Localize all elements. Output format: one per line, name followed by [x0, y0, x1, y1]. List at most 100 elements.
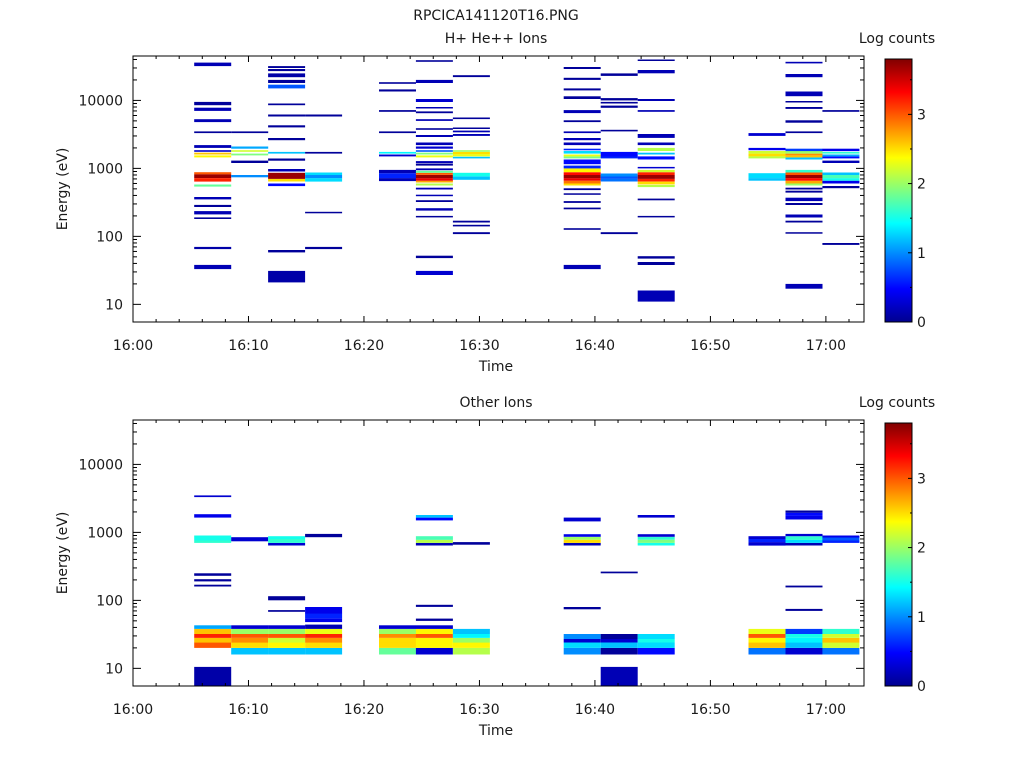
heatmap-cell [415, 628, 453, 634]
heatmap-cell [231, 625, 269, 629]
heatmap-cell [194, 246, 232, 250]
heatmap-cell [637, 147, 675, 151]
heatmap-cell [268, 539, 306, 543]
heatmap-cell [194, 119, 232, 123]
heatmap-cell [637, 539, 675, 543]
heatmap-cell [268, 542, 306, 546]
heatmap-cell [785, 155, 823, 158]
x-tick-label: 16:50 [690, 338, 730, 354]
heatmap-cell [452, 642, 490, 648]
heatmap-cell [452, 634, 490, 638]
heatmap-cell [415, 150, 453, 152]
heatmap-cell [600, 176, 638, 179]
heatmap-cell [637, 262, 675, 265]
heatmap-cell [563, 88, 601, 91]
heatmap-cell [563, 183, 601, 186]
heatmap-cell [452, 628, 490, 634]
heatmap-cell [415, 128, 453, 130]
heatmap-cell [637, 198, 675, 201]
heatmap-cell [563, 264, 601, 270]
heatmap-cell [194, 634, 232, 638]
colorbar-gradient [884, 422, 913, 687]
heatmap-cell [415, 183, 453, 186]
heatmap-cell [637, 536, 675, 540]
heatmap-cell [452, 647, 490, 655]
heatmap-cell [785, 608, 823, 611]
heatmap-cell [231, 638, 269, 643]
heatmap-cell [268, 250, 306, 253]
heatmap-cell [452, 150, 490, 152]
heatmap-cell [194, 642, 232, 648]
heatmap-cell [194, 579, 232, 582]
heatmap-cell [194, 217, 232, 219]
heatmap-cell [452, 224, 490, 227]
heatmap-cell [600, 173, 638, 177]
colorbar-tick-label: 0 [917, 315, 926, 331]
heatmap-cell [415, 119, 453, 121]
heatmap-cell [194, 131, 232, 134]
heatmap-cell [452, 117, 490, 120]
heatmap-cell [563, 172, 601, 175]
heatmap-cell [268, 596, 306, 601]
heatmap-cell [748, 542, 786, 546]
heatmap-cell [194, 184, 232, 187]
heatmap-cell [563, 168, 601, 173]
y-tick-label: 10000 [78, 457, 123, 473]
x-tick-label: 16:30 [459, 702, 499, 718]
heatmap-cell [305, 178, 343, 182]
heatmap-cell [748, 133, 786, 136]
heatmap-cell [637, 70, 675, 74]
heatmap-cell [600, 156, 638, 159]
colorbar: 0 1 2 3 [884, 422, 926, 695]
heatmap-cell [268, 634, 306, 638]
heatmap-cell [563, 154, 601, 157]
heatmap-cell [268, 84, 306, 89]
x-tick-label: 16:20 [344, 338, 384, 354]
heatmap-cell [415, 647, 453, 655]
heatmap-cell [231, 131, 269, 134]
heatmap-cell [452, 172, 490, 177]
heatmap-cell [268, 638, 306, 643]
heatmap-cell [231, 146, 269, 149]
heatmap-cell [785, 515, 823, 520]
heatmap-cell [748, 153, 786, 157]
heatmap-cell [785, 153, 823, 156]
x-tick-label: 16:20 [344, 702, 384, 718]
x-tick-label: 16:00 [113, 338, 153, 354]
heatmap-cell [415, 152, 453, 155]
heatmap-cell [268, 66, 306, 68]
heatmap-cell [600, 642, 638, 648]
heatmap-cell [268, 79, 306, 83]
heatmap-cells [194, 59, 860, 302]
heatmap-cell [379, 634, 416, 638]
heatmap-cell [785, 536, 823, 540]
heatmap-cell [748, 536, 786, 539]
heatmap-cell [822, 186, 860, 189]
heatmap-cell [379, 628, 416, 634]
heatmap-cell [415, 515, 453, 518]
heatmap-cell [785, 101, 823, 103]
heatmap-cell [268, 73, 306, 78]
heatmap-cell [637, 152, 675, 155]
heatmap-cell [194, 638, 232, 643]
heatmap-cell [415, 255, 453, 259]
heatmap-cell [785, 107, 823, 109]
heatmap-cell [452, 75, 490, 78]
panel-other-ions: Other Ions 16:00 16:10 16:20 16:30 16:40 16:5… [55, 395, 935, 739]
heatmap-cell [785, 178, 823, 181]
heatmap-cell [452, 130, 490, 133]
heatmap-cell [268, 103, 306, 106]
heatmap-cell [415, 79, 453, 83]
heatmap-cell [231, 537, 269, 542]
heatmap-cell [785, 151, 823, 154]
heatmap-cell [822, 178, 860, 181]
heatmap-cell [415, 175, 453, 179]
heatmap-cell [194, 535, 232, 541]
heatmap-cell [268, 169, 306, 172]
heatmap-cell [822, 243, 860, 245]
heatmap-cell [563, 77, 601, 80]
heatmap-cell [194, 178, 232, 182]
heatmap-cell [785, 638, 823, 643]
heatmap-cells [194, 495, 860, 686]
